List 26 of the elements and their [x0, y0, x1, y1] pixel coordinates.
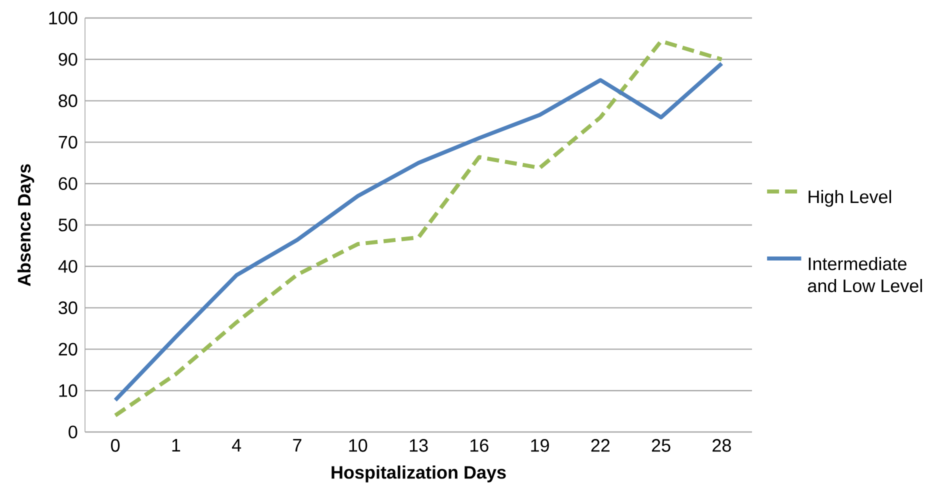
x-tick-label: 25 — [652, 439, 670, 452]
legend-label: Intermediate and Low Level — [808, 256, 922, 292]
x-axis-title: Hospitalization Days — [332, 466, 506, 482]
x-tick-label: 7 — [293, 439, 302, 452]
y-axis-title: Absence Days — [17, 164, 34, 286]
y-tick-label: 30 — [58, 301, 78, 314]
x-tick-label: 28 — [712, 439, 731, 452]
y-tick-label: 10 — [59, 384, 78, 397]
x-tick-label: 16 — [470, 439, 488, 452]
x-tick-label: 22 — [591, 439, 610, 452]
x-tick-label: 10 — [349, 439, 368, 452]
y-tick-label: 40 — [58, 260, 78, 273]
y-tick-label: 70 — [58, 136, 78, 149]
y-tick-label: 100 — [49, 12, 78, 24]
y-tick-label: 60 — [58, 177, 78, 190]
x-tick-label: 4 — [232, 439, 242, 452]
y-tick-label: 90 — [58, 53, 78, 66]
x-tick-label: 19 — [531, 439, 549, 452]
x-tick-label: 1 — [172, 439, 180, 452]
y-tick-label: 50 — [58, 218, 78, 232]
x-tick-label: 0 — [111, 439, 120, 452]
y-tick-label: 20 — [58, 342, 78, 356]
y-tick-label: 0 — [68, 426, 78, 438]
legend-label: High Level — [808, 190, 892, 207]
x-tick-label: 13 — [410, 439, 428, 452]
y-tick-label: 80 — [58, 94, 78, 108]
